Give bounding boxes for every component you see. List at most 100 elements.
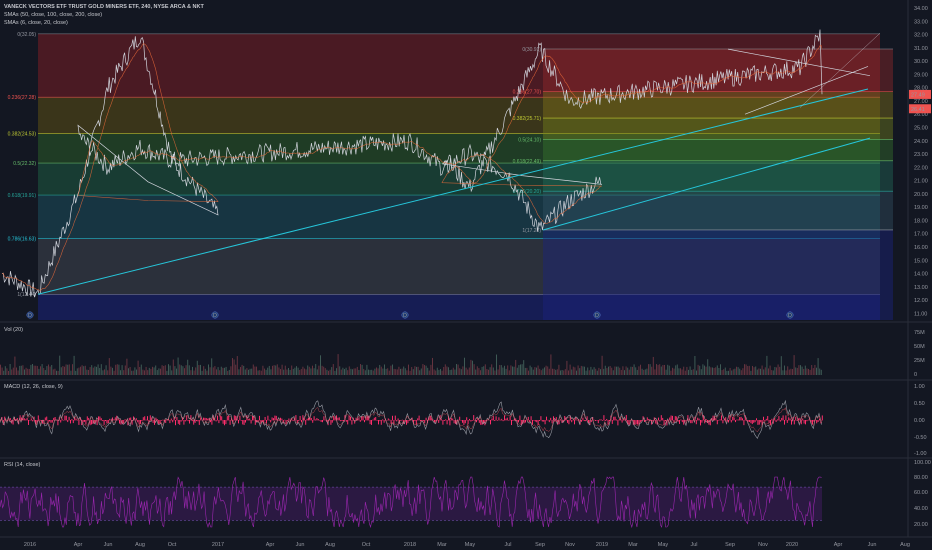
macd-histogram-bar — [789, 418, 791, 421]
macd-histogram-bar — [165, 420, 167, 423]
price-axis-tick: 14.00 — [914, 272, 928, 278]
fib-left-zone — [38, 133, 880, 164]
volume-bar — [644, 369, 646, 375]
macd-histogram-bar — [382, 419, 384, 421]
volume-bar — [512, 366, 513, 375]
macd-histogram-bar — [414, 420, 416, 422]
macd-histogram-bar — [231, 418, 232, 421]
volume-bar — [425, 365, 427, 375]
macd-histogram-bar — [204, 417, 206, 421]
volume-bar — [195, 367, 197, 375]
macd-histogram-bar — [323, 416, 325, 421]
macd-histogram-bar — [42, 420, 43, 424]
price-axis-tick: 27.00 — [914, 99, 928, 105]
macd-histogram-bar — [222, 420, 224, 424]
macd-histogram-bar — [70, 420, 71, 424]
volume-bar — [672, 367, 673, 375]
fib-left-label: 0.618(19.91) — [8, 193, 37, 199]
volume-bar — [235, 364, 237, 375]
macd-histogram-bar — [679, 420, 680, 424]
macd-histogram-bar — [494, 420, 496, 421]
macd-histogram-bar — [46, 416, 48, 421]
macd-histogram-bar — [57, 420, 59, 426]
volume-bar — [680, 368, 681, 375]
volume-bar — [22, 365, 24, 375]
macd-histogram-bar — [355, 417, 357, 421]
volume-bar — [273, 365, 275, 375]
volume-bar — [382, 368, 384, 375]
macd-histogram-bar — [742, 418, 743, 421]
volume-bar — [548, 368, 550, 375]
macd-histogram-bar — [53, 417, 55, 421]
fib-right-label: 0.236(27.70) — [513, 90, 542, 96]
volume-bar — [392, 364, 393, 375]
volume-bar — [497, 369, 499, 375]
macd-histogram-bar — [310, 417, 312, 421]
volume-bar — [304, 368, 305, 375]
macd-histogram-bar — [518, 420, 519, 423]
volume-bar — [150, 368, 152, 375]
dividend-marker-label: D — [213, 313, 217, 319]
volume-bar — [51, 365, 53, 375]
macd-histogram-bar — [189, 420, 190, 424]
volume-bar — [200, 364, 201, 375]
volume-bar — [236, 356, 238, 375]
volume-bar — [206, 370, 208, 375]
volume-bar — [400, 368, 401, 375]
macd-histogram-bar — [200, 417, 202, 421]
volume-bar — [656, 364, 657, 375]
volume-bar — [222, 367, 224, 375]
volume-bar — [374, 368, 376, 375]
macd-histogram-bar — [810, 420, 812, 423]
volume-bar — [323, 366, 325, 375]
volume-bar — [539, 368, 541, 375]
macd-histogram-bar — [154, 420, 155, 425]
volume-bar — [99, 368, 101, 375]
macd-histogram-bar — [361, 416, 363, 421]
volume-bar — [342, 367, 344, 375]
macd-histogram-bar — [782, 415, 784, 421]
volume-bar — [276, 364, 278, 375]
time-axis-tick: Aug — [325, 542, 335, 548]
volume-bar — [40, 366, 41, 375]
volume-bar — [52, 369, 54, 375]
volume-bar — [643, 369, 645, 375]
volume-bar — [72, 364, 73, 375]
macd-histogram-bar — [567, 420, 568, 423]
volume-bar — [12, 367, 14, 375]
macd-histogram-bar — [186, 415, 188, 421]
volume-bar — [166, 370, 168, 375]
macd-histogram-bar — [114, 417, 116, 421]
macd-histogram-bar — [207, 418, 209, 421]
macd-histogram-bar — [602, 420, 603, 421]
macd-histogram-bar — [130, 417, 132, 421]
macd-histogram-bar — [345, 420, 347, 422]
macd-histogram-bar — [119, 420, 120, 424]
volume-bar — [260, 370, 262, 375]
volume-bar — [812, 368, 814, 375]
macd-histogram-bar — [676, 416, 678, 421]
macd-histogram-bar — [400, 420, 402, 422]
macd-histogram-bar — [712, 415, 714, 421]
sma-legend-1: SMAs (50, close, 100, close, 200, close) — [4, 12, 103, 18]
macd-histogram-bar — [582, 417, 584, 421]
volume-bar — [577, 365, 579, 375]
macd-histogram-bar — [338, 417, 340, 421]
volume-bar — [566, 360, 568, 375]
volume-bar — [572, 366, 574, 375]
volume-bar — [704, 365, 705, 375]
macd-histogram-bar — [243, 420, 245, 425]
macd-histogram-bar — [39, 419, 41, 421]
volume-bar — [553, 368, 555, 375]
volume-bar — [307, 365, 309, 375]
macd-histogram-bar — [628, 420, 630, 425]
time-axis-tick: 2016 — [24, 542, 36, 548]
volume-bar — [62, 366, 64, 375]
volume-bar — [286, 369, 288, 375]
volume-bar — [608, 366, 609, 375]
volume-bar — [499, 365, 501, 375]
volume-bar — [534, 367, 536, 375]
macd-histogram-bar — [705, 419, 707, 421]
macd-histogram-bar — [61, 418, 63, 421]
